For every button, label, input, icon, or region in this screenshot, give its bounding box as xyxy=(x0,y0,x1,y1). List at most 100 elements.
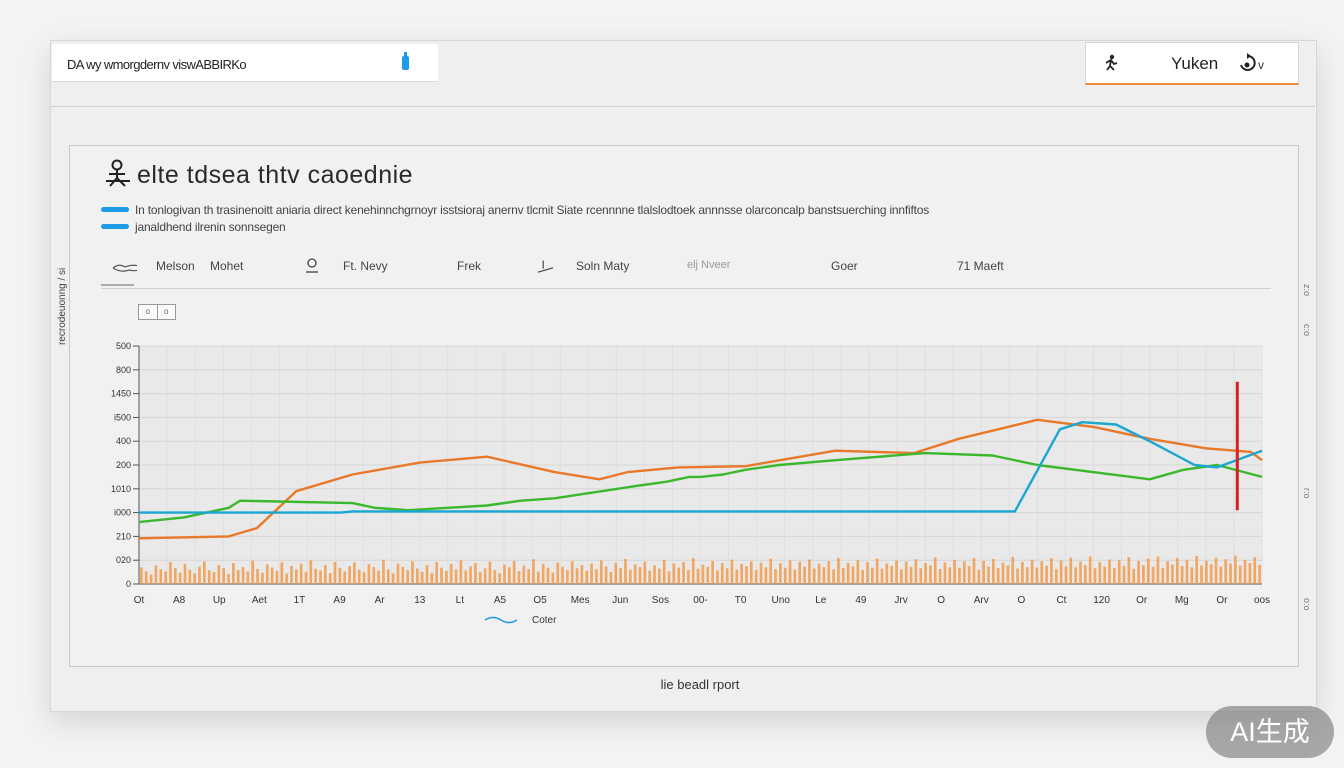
filter-elj-nveer[interactable]: elj Nveer xyxy=(687,259,731,271)
bar xyxy=(440,567,443,584)
toggle-option-b[interactable]: o xyxy=(156,305,176,319)
right-mark-2: c:o xyxy=(1302,324,1312,337)
slope-icon[interactable] xyxy=(535,258,555,274)
bar xyxy=(1238,565,1242,584)
bar xyxy=(178,572,182,584)
bar xyxy=(246,571,250,584)
bar xyxy=(672,563,676,584)
bar xyxy=(343,571,347,584)
bar xyxy=(251,560,255,584)
bar xyxy=(1229,563,1232,584)
bar xyxy=(759,562,763,584)
bar xyxy=(227,574,230,584)
bar xyxy=(357,569,361,584)
bar xyxy=(319,570,322,584)
bar xyxy=(817,563,821,584)
toggle-option-a[interactable]: o xyxy=(145,307,150,316)
bar xyxy=(454,569,458,584)
bar xyxy=(164,571,167,584)
bar xyxy=(503,564,506,584)
bar xyxy=(222,568,226,584)
bar xyxy=(309,560,313,584)
bar xyxy=(464,570,468,584)
bar xyxy=(914,559,918,584)
x-tick-label: A5 xyxy=(494,595,507,606)
bar xyxy=(483,568,487,584)
legend-label: Coter xyxy=(532,615,557,626)
bar xyxy=(696,568,700,584)
bar xyxy=(822,567,826,584)
view-toggle[interactable]: o o xyxy=(138,304,176,320)
bar xyxy=(449,564,453,584)
bar xyxy=(658,568,661,584)
bar xyxy=(977,569,981,584)
series-line-teal xyxy=(139,420,1263,514)
bar xyxy=(1113,567,1116,584)
filter-soln-maty[interactable]: Soln Maty xyxy=(576,259,630,273)
bar xyxy=(1258,564,1261,584)
bar xyxy=(294,569,298,584)
x-tick-label: 49 xyxy=(855,595,867,606)
x-tick-label: 1T xyxy=(294,595,306,606)
bar xyxy=(232,563,235,584)
bar xyxy=(1088,556,1092,584)
y-tick-label: i500 xyxy=(114,412,131,422)
bar xyxy=(236,569,240,584)
bar xyxy=(1074,567,1077,584)
refresh-icon[interactable] xyxy=(1236,52,1258,74)
bar xyxy=(958,567,961,584)
bar xyxy=(706,566,710,584)
bar xyxy=(203,561,206,584)
bar xyxy=(304,571,308,584)
x-tick-label: Aet xyxy=(252,595,267,606)
y-tick-label: 200 xyxy=(116,460,131,470)
address-text: DA wy wmorgdernv viswABBIRKo xyxy=(67,57,247,72)
bar xyxy=(885,563,889,584)
bar xyxy=(875,558,879,584)
bar xyxy=(682,562,685,584)
bar xyxy=(386,569,390,584)
address-bar[interactable]: DA wy wmorgdernv viswABBIRKo xyxy=(52,44,438,82)
description-marker-1 xyxy=(101,207,129,212)
user-menu[interactable]: Yuken v xyxy=(1085,42,1299,85)
bar xyxy=(551,572,555,584)
bar xyxy=(866,562,869,584)
bar xyxy=(735,569,739,584)
bar xyxy=(270,567,274,584)
location-pin-icon[interactable] xyxy=(304,257,320,273)
bar xyxy=(774,569,777,584)
bar xyxy=(420,571,424,584)
filter-frek[interactable]: Frek xyxy=(457,259,481,273)
bar xyxy=(1050,558,1053,584)
bar xyxy=(638,567,642,584)
bar xyxy=(183,563,187,584)
cloud-icon[interactable] xyxy=(101,259,137,275)
bar xyxy=(1214,557,1218,584)
bar xyxy=(217,564,221,584)
bar xyxy=(745,566,748,584)
bar xyxy=(812,568,816,584)
bar xyxy=(1025,567,1029,584)
bar xyxy=(749,561,753,584)
bar xyxy=(1166,561,1169,584)
bar xyxy=(1011,556,1015,584)
bar xyxy=(769,558,773,584)
description-line-1: In tonlogivan th trasinenoitt aniaria di… xyxy=(135,203,930,217)
filter-mohet[interactable]: Mohet xyxy=(210,259,244,273)
bar xyxy=(992,559,995,584)
bar xyxy=(411,561,414,584)
x-tick-label: Mes xyxy=(571,595,590,606)
x-tick-label: Uno xyxy=(772,595,791,606)
filter-melson[interactable]: Melson xyxy=(156,259,195,273)
bar xyxy=(730,559,734,584)
legend-swatch xyxy=(484,616,518,624)
bar xyxy=(159,569,163,584)
filter-71-maeft[interactable]: 71 Maeft xyxy=(957,259,1004,273)
header-divider xyxy=(50,106,1315,107)
filter-ft-nevy[interactable]: Ft. Nevy xyxy=(343,259,388,273)
bar xyxy=(982,560,986,584)
bar xyxy=(517,571,521,584)
bar xyxy=(469,566,472,584)
filter-goer[interactable]: Goer xyxy=(831,259,858,273)
bar xyxy=(948,567,952,584)
